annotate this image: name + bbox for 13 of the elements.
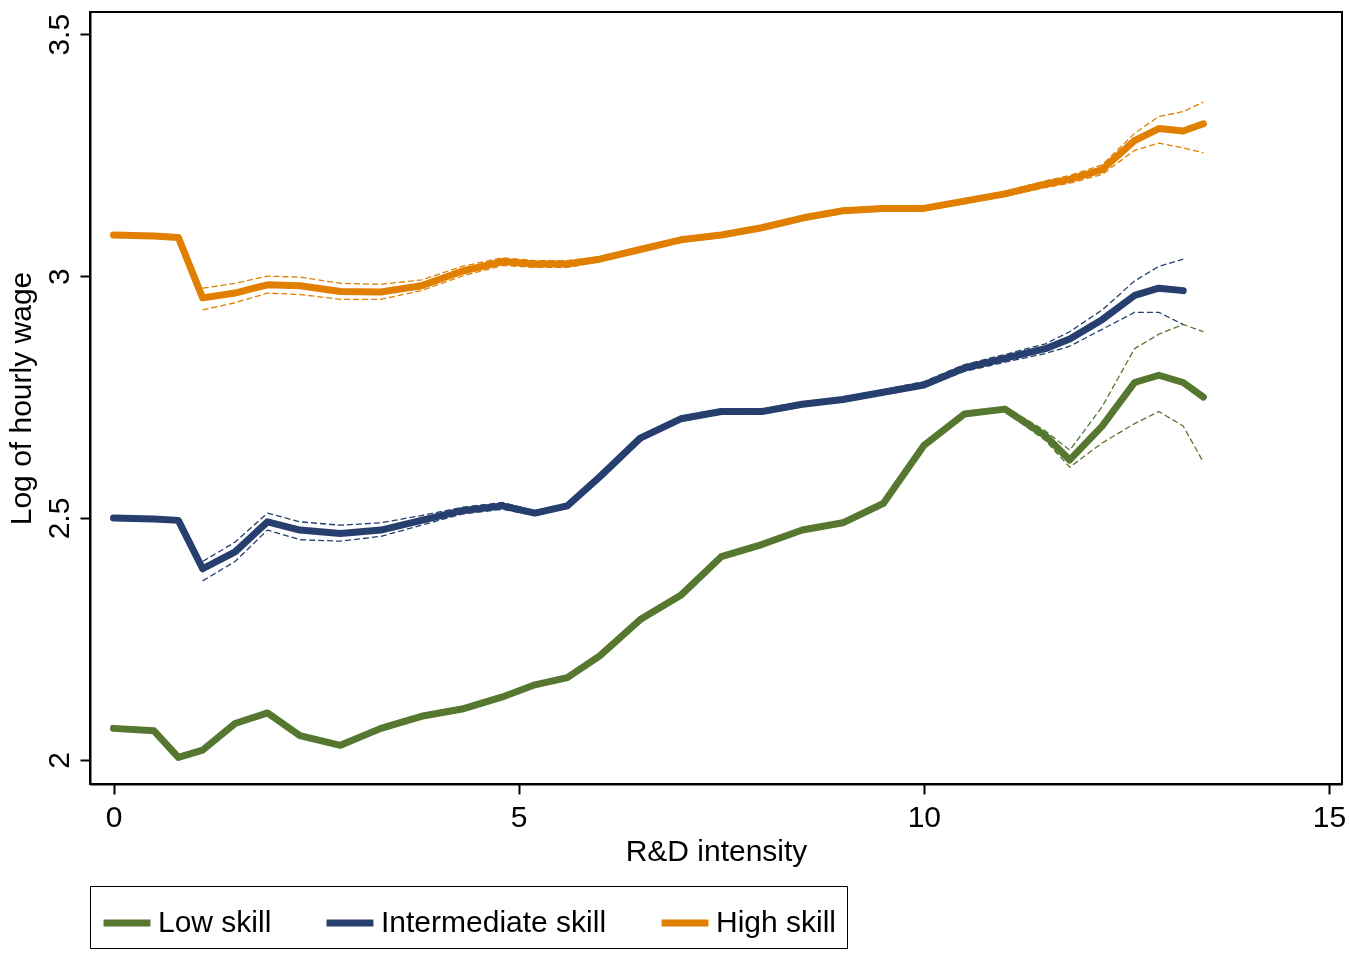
x-tick-label: 15 xyxy=(1312,799,1347,833)
x-axis-title: R&D intensity xyxy=(625,833,808,867)
legend-label: Intermediate skill xyxy=(381,905,607,938)
legend-label: High skill xyxy=(716,905,837,938)
y-tick-label: 3 xyxy=(41,268,75,285)
x-tick-label: 10 xyxy=(907,799,942,833)
y-tick-label: 3.5 xyxy=(41,13,75,56)
legend-label: Low skill xyxy=(158,905,272,938)
y-axis-title: Log of hourly wage xyxy=(3,271,37,526)
x-tick-label: 0 xyxy=(105,799,123,833)
x-tick-label: 5 xyxy=(510,799,528,833)
y-tick-label: 2 xyxy=(41,751,75,769)
y-tick-label: 2.5 xyxy=(41,497,75,540)
